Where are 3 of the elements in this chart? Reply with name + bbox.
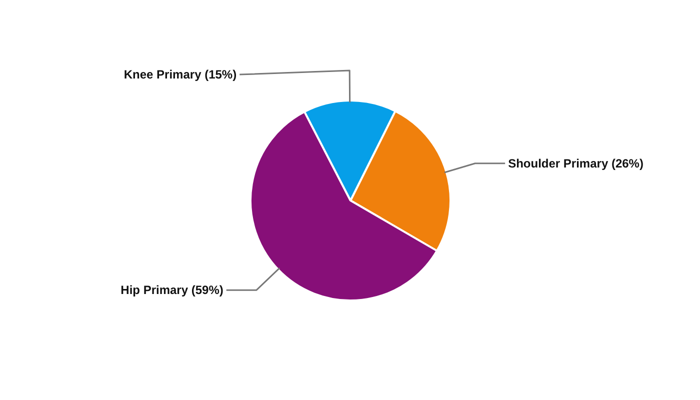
slice-label: Shoulder Primary (26%) (508, 156, 644, 170)
slice-label: Knee Primary (15%) (124, 68, 237, 82)
slice-label: Hip Primary (59%) (120, 283, 224, 298)
